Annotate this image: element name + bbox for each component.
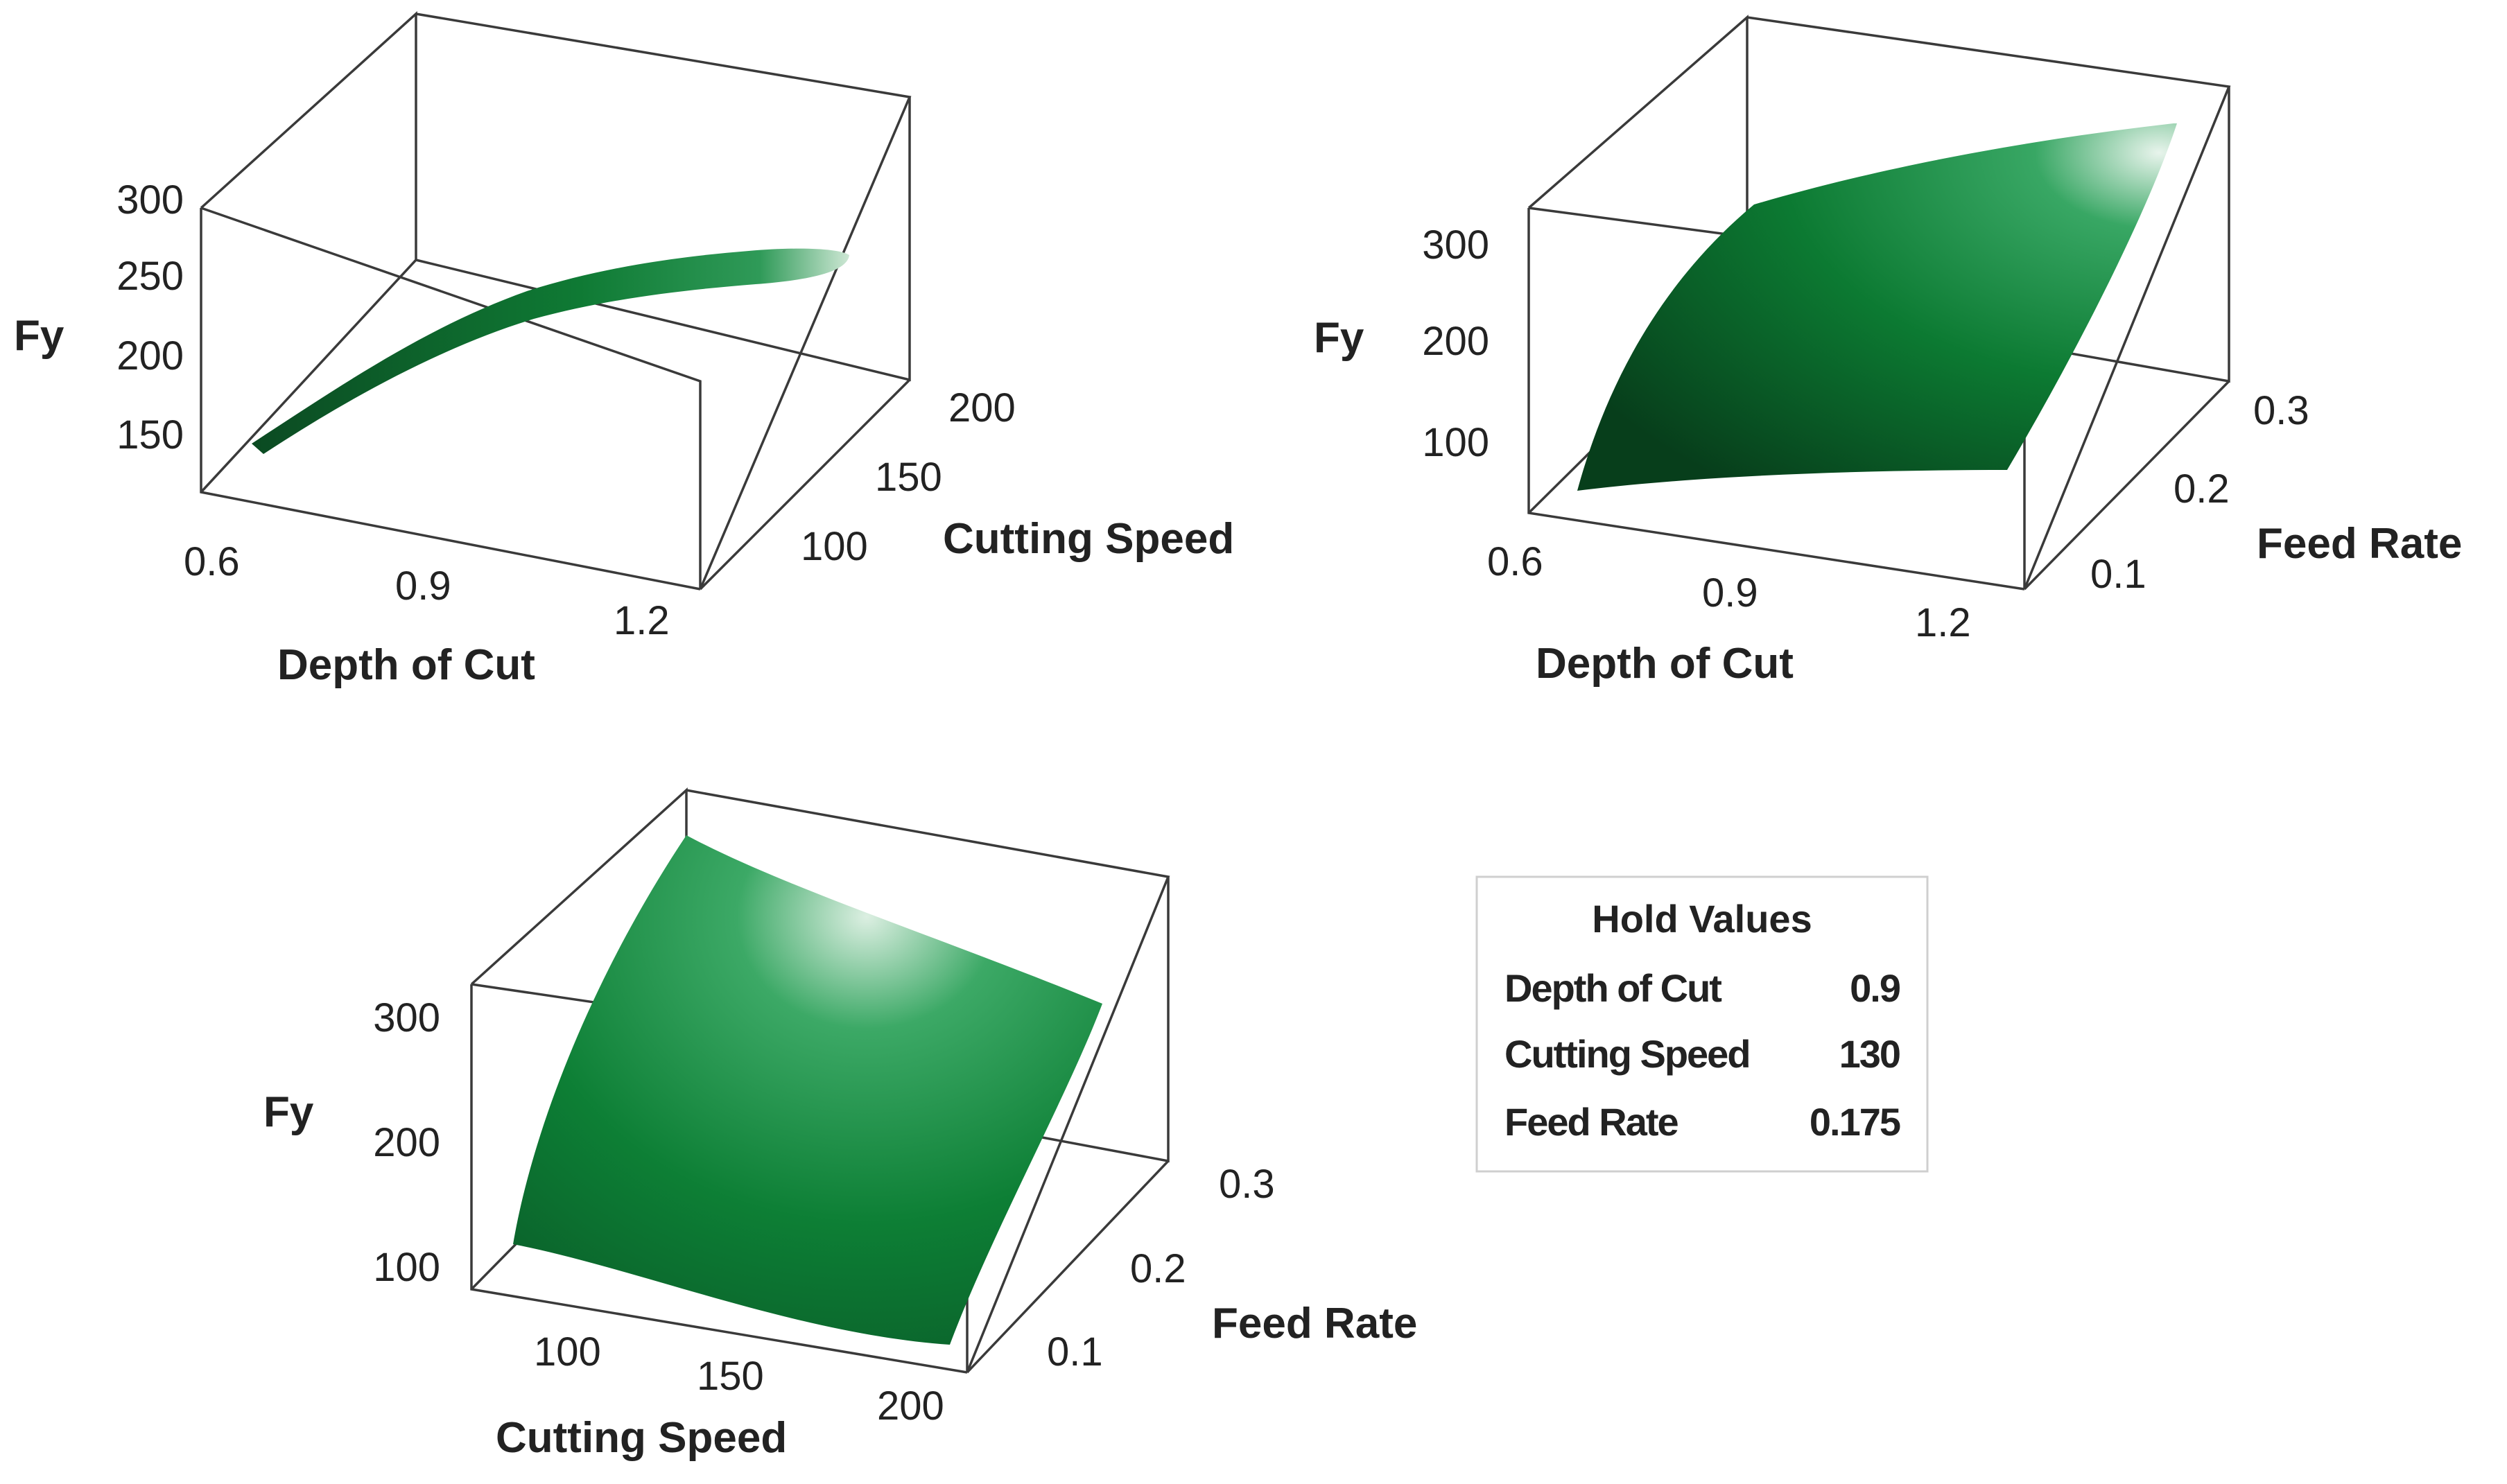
plot2-z-tick: 100 [1422, 420, 1489, 465]
plot1-y-tick: 150 [875, 455, 942, 500]
plot-cutting-speed-vs-feed-rate: 100 200 300 Fy 100 150 200 Cutting Speed… [263, 787, 1417, 1462]
plot1-y-label: Cutting Speed [943, 515, 1234, 563]
hold-row-label: Cutting Speed [1504, 1032, 1750, 1076]
plot-depth-vs-cutting-speed: 150 200 250 300 Fy 0.6 0.9 1.2 Depth of … [14, 11, 1234, 689]
plot1-z-tick: 150 [116, 412, 184, 457]
plot-depth-vs-feed-rate: 100 200 300 Fy 0.6 0.9 1.2 Depth of Cut … [1314, 15, 2462, 688]
plot3-x-tick: 200 [877, 1383, 944, 1429]
hold-values-title: Hold Values [1592, 897, 1812, 941]
plot2-x-tick: 0.6 [1487, 539, 1543, 584]
plot3-z-ticks: 100 200 300 [373, 995, 440, 1290]
plot2-x-tick: 0.9 [1702, 570, 1758, 616]
plot1-x-ticks: 0.6 0.9 1.2 [184, 539, 670, 643]
plot2-y-tick: 0.3 [2253, 388, 2309, 433]
plot1-z-label: Fy [14, 312, 64, 360]
plot2-x-label: Depth of Cut [1536, 640, 1794, 688]
plot3-z-tick: 300 [373, 995, 440, 1040]
hold-row-label: Feed Rate [1504, 1100, 1678, 1144]
plot3-z-tick: 200 [373, 1120, 440, 1165]
plot1-z-tick: 300 [116, 177, 184, 222]
plot2-x-tick: 1.2 [1915, 600, 1971, 645]
hold-row-value: 130 [1839, 1032, 1900, 1076]
plot3-surface [513, 835, 1102, 1345]
plot3-x-ticks: 100 150 200 [534, 1329, 944, 1429]
plot3-x-tick: 100 [534, 1329, 601, 1374]
plot1-x-tick: 1.2 [614, 598, 670, 643]
hold-values-legend: Hold Values Depth of Cut 0.9 Cutting Spe… [1475, 875, 1929, 1173]
hold-row-value: 0.9 [1850, 966, 1900, 1010]
plot1-z-tick: 200 [116, 333, 184, 378]
hold-row-label: Depth of Cut [1504, 966, 1721, 1010]
plot3-y-tick: 0.1 [1047, 1329, 1103, 1374]
plot1-z-ticks: 150 200 250 300 [116, 177, 184, 457]
plot3-y-tick: 0.3 [1219, 1162, 1275, 1207]
plot1-y-tick: 100 [801, 524, 868, 569]
plot3-x-label: Cutting Speed [496, 1414, 787, 1462]
plot1-surface [252, 248, 849, 454]
plot2-y-label: Feed Rate [2257, 520, 2462, 568]
plot3-y-ticks: 0.1 0.2 0.3 [1047, 1162, 1275, 1374]
plot2-y-tick: 0.2 [2174, 466, 2230, 512]
plot2-x-ticks: 0.6 0.9 1.2 [1487, 539, 1971, 645]
plot2-z-label: Fy [1314, 314, 1364, 362]
plot3-y-tick: 0.2 [1130, 1246, 1186, 1291]
plot2-y-ticks: 0.1 0.2 0.3 [2090, 388, 2309, 597]
hold-row-value: 0.175 [1810, 1100, 1900, 1144]
plot1-x-tick: 0.9 [395, 564, 451, 609]
plot1-y-ticks: 100 150 200 [801, 385, 1016, 569]
plot2-z-tick: 300 [1422, 222, 1489, 268]
plot1-z-tick: 250 [116, 254, 184, 299]
plot1-x-label: Depth of Cut [277, 641, 535, 689]
plot1-x-tick: 0.6 [184, 539, 240, 584]
plot3-x-tick: 150 [697, 1354, 764, 1399]
plot3-z-tick: 100 [373, 1245, 440, 1290]
hold-values-box [1475, 875, 1929, 1173]
plot2-surface [1577, 123, 2177, 491]
plot2-z-ticks: 100 200 300 [1422, 222, 1489, 465]
plot3-z-label: Fy [263, 1088, 314, 1136]
plot1-y-tick: 200 [948, 385, 1016, 430]
plot2-y-tick: 0.1 [2090, 552, 2146, 597]
plot2-z-tick: 200 [1422, 319, 1489, 364]
plot3-y-label: Feed Rate [1212, 1300, 1417, 1347]
